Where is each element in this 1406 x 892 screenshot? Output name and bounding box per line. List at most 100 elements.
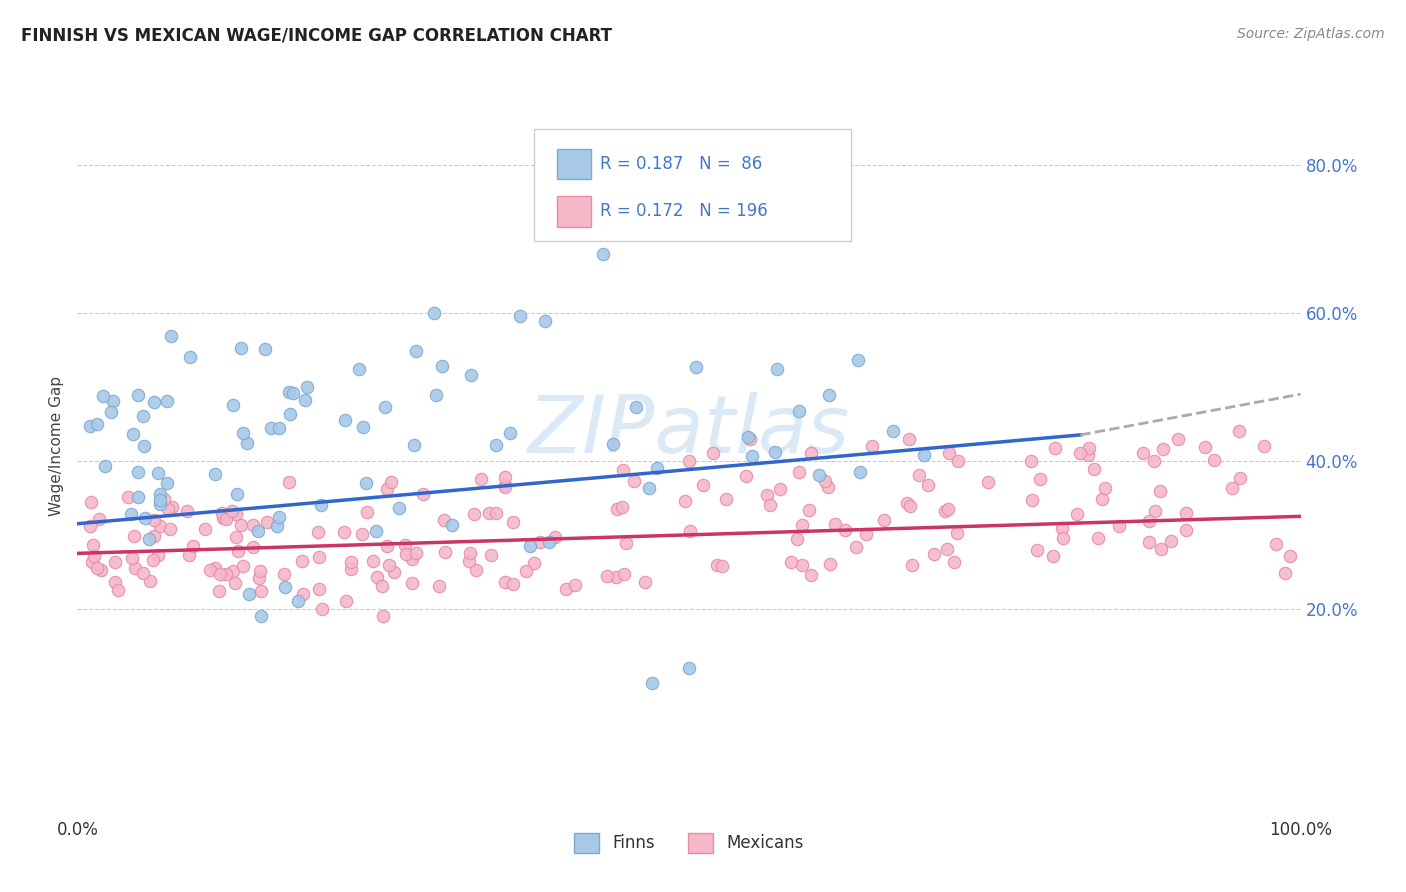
Point <box>714 492 737 507</box>
Point <box>787 465 810 479</box>
Point <box>799 503 821 517</box>
Point <box>222 398 245 412</box>
Point <box>181 539 204 553</box>
Point <box>291 553 314 567</box>
Point <box>824 516 846 531</box>
Point <box>1152 442 1174 456</box>
Point <box>898 499 921 513</box>
Point <box>605 570 627 584</box>
Point <box>817 388 839 402</box>
Text: Source: ZipAtlas.com: Source: ZipAtlas.com <box>1237 27 1385 41</box>
Point <box>1021 454 1043 468</box>
Point <box>846 352 869 367</box>
Point <box>311 602 333 616</box>
Text: R = 0.187   N =  86: R = 0.187 N = 86 <box>600 155 762 173</box>
Point <box>93 459 115 474</box>
Point <box>104 555 127 569</box>
Point <box>882 424 904 438</box>
Point <box>214 512 236 526</box>
Point <box>602 437 624 451</box>
Point <box>156 475 179 490</box>
Point <box>685 360 707 375</box>
Point <box>1042 549 1064 563</box>
Point <box>814 474 837 488</box>
Point <box>945 526 967 541</box>
Point <box>544 529 567 543</box>
Point <box>592 246 614 260</box>
Point <box>371 609 394 624</box>
Point <box>834 523 856 537</box>
Point <box>273 567 295 582</box>
Point <box>394 538 416 552</box>
Point <box>1083 462 1105 476</box>
Point <box>509 310 531 324</box>
Point <box>1253 439 1275 453</box>
Legend: Finns, Mexicans: Finns, Mexicans <box>567 826 811 860</box>
Point <box>267 421 290 435</box>
Point <box>231 558 253 573</box>
Point <box>787 404 810 418</box>
Point <box>238 587 260 601</box>
Point <box>277 384 299 399</box>
Point <box>470 472 492 486</box>
Point <box>364 524 387 539</box>
Point <box>484 438 506 452</box>
Point <box>818 557 841 571</box>
Point <box>769 482 792 496</box>
Point <box>896 496 918 510</box>
Point <box>225 507 247 521</box>
Point <box>534 314 557 328</box>
Point <box>120 507 142 521</box>
Point <box>1175 506 1198 520</box>
Point <box>458 554 481 568</box>
Point <box>226 487 249 501</box>
Point <box>845 540 868 554</box>
Point <box>309 498 332 512</box>
Point <box>1204 453 1226 467</box>
Point <box>356 505 378 519</box>
Point <box>494 575 516 590</box>
Point <box>308 582 330 596</box>
Point <box>638 481 661 495</box>
Point <box>564 577 586 591</box>
Point <box>231 426 253 441</box>
Point <box>160 500 183 514</box>
Point <box>440 518 463 533</box>
Point <box>134 511 156 525</box>
Point <box>307 525 329 540</box>
Point <box>247 571 270 585</box>
Point <box>375 539 398 553</box>
Point <box>146 466 169 480</box>
Point <box>766 362 789 376</box>
Point <box>224 576 246 591</box>
Point <box>1274 566 1296 580</box>
Point <box>1229 424 1251 438</box>
Point <box>529 535 551 549</box>
Point <box>678 454 700 468</box>
Point <box>134 439 156 453</box>
Point <box>149 497 172 511</box>
Point <box>235 436 257 450</box>
Point <box>267 510 290 524</box>
Point <box>612 500 634 514</box>
Point <box>1025 543 1047 558</box>
Point <box>100 405 122 419</box>
Point <box>156 393 179 408</box>
Point <box>208 583 231 598</box>
Point <box>412 487 434 501</box>
Point <box>1229 471 1251 485</box>
Point <box>139 574 162 588</box>
Point <box>634 574 657 589</box>
Point <box>763 444 786 458</box>
Point <box>1167 432 1189 446</box>
Point <box>142 395 165 409</box>
Point <box>142 553 165 567</box>
Point <box>792 558 814 573</box>
Point <box>382 565 405 579</box>
Point <box>87 512 110 526</box>
Point <box>942 556 965 570</box>
Point <box>779 555 801 569</box>
Point <box>1021 493 1043 508</box>
Point <box>485 507 508 521</box>
Point <box>366 570 388 584</box>
